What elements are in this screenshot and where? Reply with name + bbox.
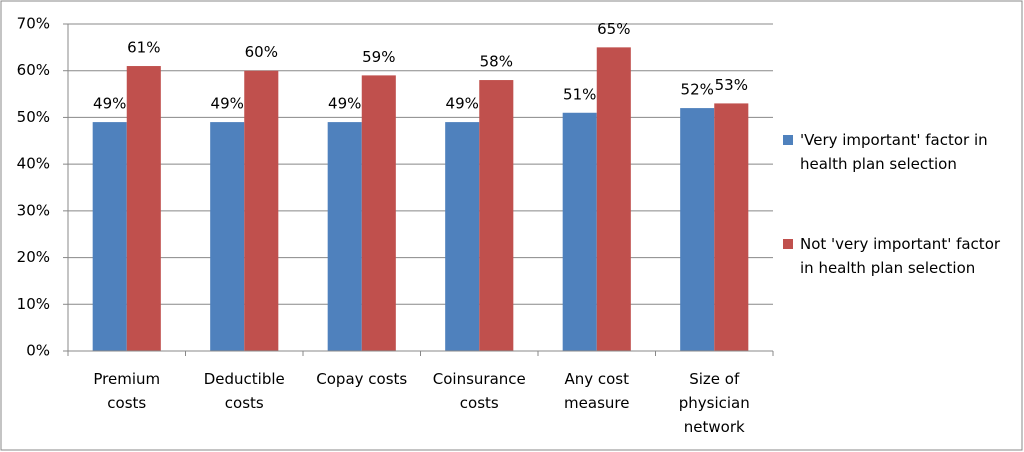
data-label: 58% <box>480 53 513 71</box>
bar <box>361 75 396 351</box>
x-tick-label: Size of physician network <box>678 370 750 436</box>
legend-label: Not 'very important' factor in health pl… <box>800 235 1001 277</box>
bar <box>562 112 597 351</box>
data-label: 51% <box>563 85 596 103</box>
bar <box>327 122 362 351</box>
x-tick-label: Deductible costs <box>203 370 285 412</box>
data-label: 61% <box>127 39 160 57</box>
data-label: 65% <box>597 20 630 38</box>
legend-swatch <box>783 239 793 249</box>
legend-label: 'Very important' factor in health plan s… <box>800 131 988 173</box>
y-tick-label: 60% <box>17 61 50 79</box>
y-tick-label: 0% <box>26 342 50 360</box>
data-label: 49% <box>328 95 361 113</box>
bar <box>126 66 161 352</box>
y-tick-label: 50% <box>17 108 50 126</box>
data-label: 49% <box>93 95 126 113</box>
data-label: 49% <box>211 95 244 113</box>
bar <box>445 122 480 351</box>
x-tick-label: Coinsurance costs <box>432 370 526 412</box>
bar <box>479 80 514 352</box>
bar <box>244 70 279 351</box>
bar <box>714 103 749 352</box>
bar <box>92 122 127 351</box>
data-label: 59% <box>362 48 395 66</box>
y-tick-label: 20% <box>17 248 50 266</box>
x-tick-label: Any cost measure <box>564 370 630 412</box>
legend-swatch <box>783 135 793 145</box>
data-label: 53% <box>715 76 748 94</box>
x-tick-label: Premium costs <box>93 370 161 412</box>
bar <box>596 47 631 351</box>
x-tick-label: Copay costs <box>316 370 408 388</box>
data-label: 52% <box>681 81 714 99</box>
data-label: 49% <box>446 95 479 113</box>
y-tick-label: 70% <box>17 15 50 33</box>
y-tick-label: 30% <box>17 201 50 219</box>
y-tick-label: 40% <box>17 155 50 173</box>
bar <box>210 122 245 351</box>
data-label: 60% <box>245 43 278 61</box>
bar <box>680 108 715 351</box>
y-tick-label: 10% <box>17 295 50 313</box>
